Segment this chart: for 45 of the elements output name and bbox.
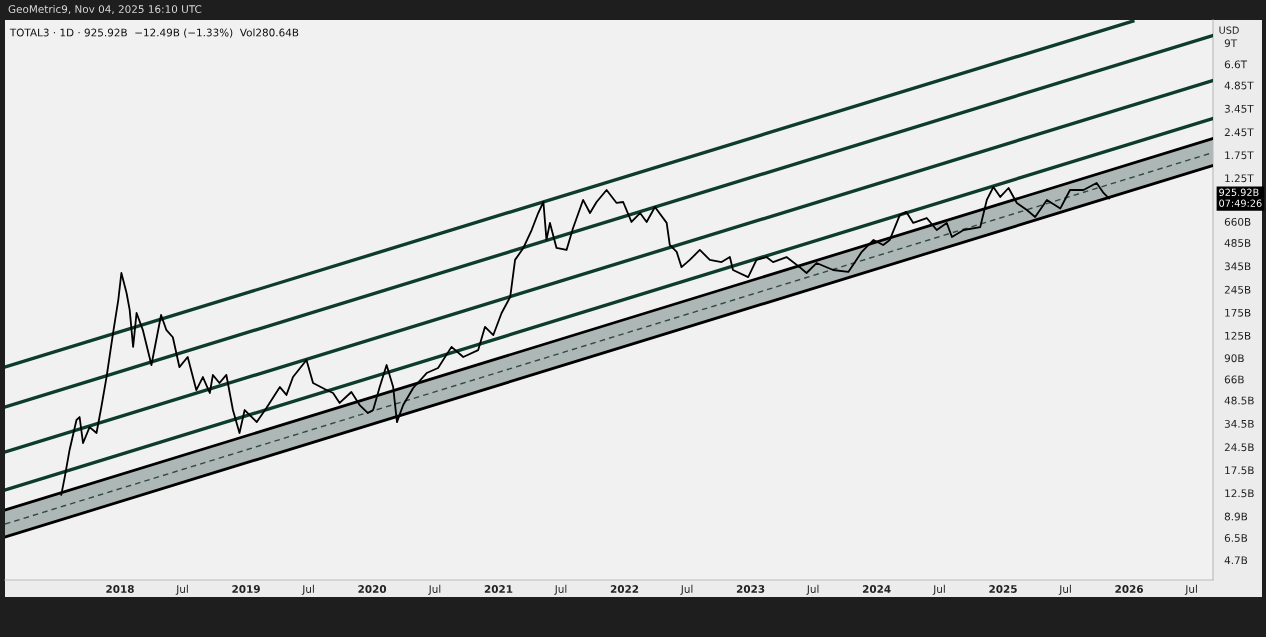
y-tick-label: 12.5B: [1225, 489, 1254, 498]
x-tick-label: 2022: [610, 585, 639, 593]
y-tick-label: 175B: [1225, 308, 1251, 317]
x-tick-label: 2025: [989, 585, 1017, 593]
y-tick-label: 3.45T: [1224, 104, 1254, 113]
y-tick-label: 2.45T: [1224, 128, 1254, 137]
y-tick-label: 34.5B: [1224, 419, 1254, 428]
x-tick-label: Jul: [932, 584, 945, 595]
y-axis-title: USD: [1219, 26, 1239, 34]
y-tick-label: 6.6T: [1224, 60, 1248, 69]
y-tick-label: 4.7B: [1224, 556, 1248, 564]
x-tick-label: 2024: [862, 585, 891, 593]
x-tick-label: 2020: [358, 585, 387, 593]
x-tick-label: 2023: [736, 585, 765, 593]
y-tick-label: 6.5B: [1224, 534, 1248, 542]
text: 925.92B 07:49:26: [1219, 188, 1262, 207]
x-tick-label: 2026: [1115, 585, 1144, 593]
y-tick-label: 17.5B: [1225, 466, 1254, 475]
y-tick-label: 1.25T: [1225, 174, 1254, 183]
y-tick-label: 485B: [1224, 239, 1251, 247]
y-tick-label: 1.75T: [1225, 151, 1254, 160]
y-tick-label: 8.9B: [1224, 512, 1248, 521]
y-tick-label: 66B: [1224, 375, 1244, 384]
y-tick-label: 660B: [1224, 217, 1251, 226]
x-tick-label: 2019: [232, 585, 260, 593]
x-tick-label: 2018: [106, 585, 134, 593]
y-tick-label: 24.5B: [1224, 443, 1254, 452]
y-tick-label: 245B: [1224, 285, 1251, 294]
x-tick-label: Jul: [554, 584, 567, 595]
text: TOTAL3 · 1D · 925.92B −12.49B (−1.33%) Vol280.64B: [9, 28, 299, 38]
y-tick-label: 90B: [1224, 354, 1244, 363]
x-tick-label: Jul: [428, 584, 441, 595]
chart-title: GeoMetric9, Nov 04, 2025 16:10 UTC: [8, 4, 202, 15]
y-tick-label: 4.85T: [1224, 81, 1254, 90]
y-tick-label: 48.5B: [1224, 396, 1254, 405]
y-tick-label: 345B: [1224, 262, 1251, 271]
y-tick-label: 125B: [1225, 331, 1251, 340]
x-tick-label: Jul: [806, 584, 819, 595]
x-tick-label: Jul: [680, 584, 693, 595]
x-tick-label: Jul: [1058, 584, 1071, 595]
x-tick-label: Jul: [301, 584, 314, 595]
x-tick-label: 2021: [484, 585, 513, 593]
x-tick-label: Jul: [175, 584, 188, 595]
y-tick-label: 9T: [1224, 39, 1238, 48]
x-tick-label: Jul: [1184, 584, 1197, 595]
